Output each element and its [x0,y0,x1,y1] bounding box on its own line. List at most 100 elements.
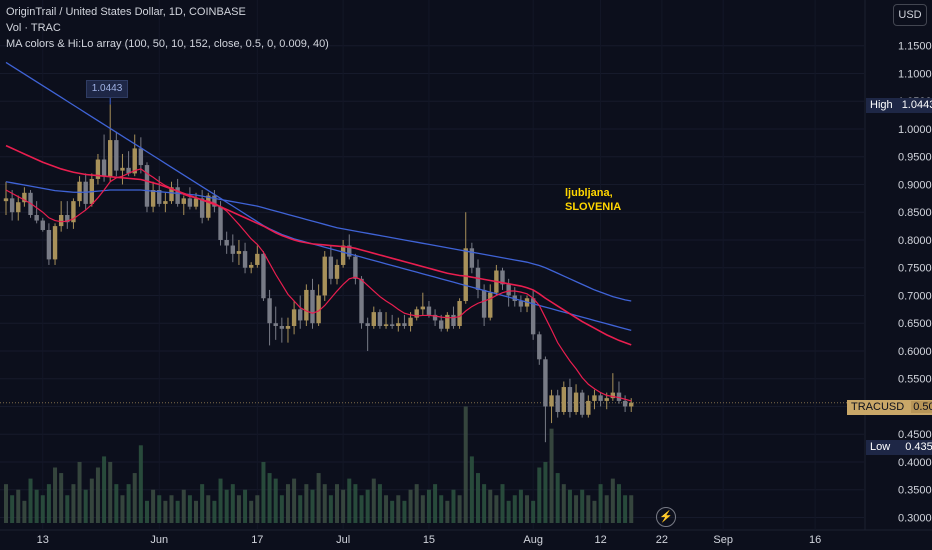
ma-long-line [5,181,632,302]
candle-body [261,253,266,299]
volume-bar [200,484,205,523]
candle-body [3,198,9,202]
candle-body [420,306,426,310]
volume-bar [482,484,487,523]
peak-price-label: 1.0443 [86,80,128,98]
candle-body [310,289,315,324]
indicator-legend[interactable]: MA colors & Hi:Lo array (100, 50, 10, 15… [6,38,329,50]
volume-bar [59,473,64,523]
candle-body [114,140,119,171]
currency-button[interactable]: USD [893,4,927,26]
x-tick-label: Jun [150,534,168,546]
volume-bar [285,484,290,523]
candle-body [236,251,242,254]
volume-bar [102,456,107,523]
x-tick-label: 17 [251,534,263,546]
volume-bar [53,467,58,523]
candle-body [224,239,229,246]
volume-bar [512,495,517,523]
candle-body [530,298,536,335]
candle-body [451,314,456,326]
lightning-icon[interactable]: ⚡ [656,507,676,527]
x-tick-label: 15 [423,534,435,546]
candle-body [77,181,82,202]
volume-bar [592,500,597,523]
volume-bar [457,495,462,523]
grid-lines [0,0,932,531]
volume-bar [353,484,358,523]
volume-bar [304,484,309,523]
y-tick-label: 0.4000 [898,457,932,469]
y-tick-label: 0.7500 [898,263,932,275]
volume-bar [126,484,131,523]
candle-body [334,264,340,279]
volume-bar [120,495,125,523]
volume-bar [377,484,382,523]
candle-body [58,215,64,227]
volume-bar [347,478,352,523]
volume-bar [414,484,419,523]
candle-body [500,270,505,285]
candle-body [150,190,156,207]
candlesticks [3,104,634,443]
candle-body [242,251,248,268]
candle-body [46,229,52,260]
candle-body [255,253,260,265]
candle-body [457,301,462,326]
candle-body [138,148,144,166]
candle-body [598,395,603,401]
volume-bar [580,489,585,523]
volume-bar [567,489,572,523]
high-badge-name: High [870,99,893,111]
y-tick-label: 0.6500 [898,318,932,330]
volume-bar [236,495,241,523]
volume-bar [475,473,480,523]
volume-bar [384,495,389,523]
candle-body [181,198,186,204]
volume-bar [371,478,376,523]
y-tick-label: 0.5500 [898,374,932,386]
volume-bar [525,495,530,523]
symbol-title[interactable]: OriginTrail / United States Dollar, 1D, … [6,6,246,18]
candle-body [52,226,58,260]
volume-bar [629,495,634,523]
volume-bar [187,495,192,523]
candle-body [616,392,622,401]
volume-bar [586,495,591,523]
volume-bars [4,406,634,523]
high-badge-value: 1.0443 [901,99,932,111]
candle-body [291,309,297,326]
volume-bar [598,484,603,523]
moving-averages [5,61,632,402]
volume-bar [16,489,21,523]
last-price-badge: TRACUSD 0.5068 [847,400,932,415]
volume-bar [396,495,401,523]
candle-body [383,324,389,326]
x-tick-label: Sep [713,534,733,546]
volume-bar [500,484,505,523]
candle-body [273,323,278,326]
y-tick-label: 0.3500 [898,485,932,497]
x-tick-label: 13 [37,534,49,546]
volume-bar [335,484,340,523]
time-axis[interactable]: 13 Jun 17 Jul 15 Aug 12 22 Sep 16 [37,534,822,546]
y-tick-label: 1.1000 [898,68,932,80]
candle-body [537,334,542,360]
candle-body [101,159,107,177]
ma50-line [5,144,632,346]
volume-bar [206,495,211,523]
candle-body [248,264,254,268]
candle-body [71,201,76,223]
candle-body [126,167,131,174]
volume-bar [89,478,94,523]
volume-legend[interactable]: Vol · TRAC [6,22,61,34]
candle-body [144,165,150,207]
volume-bar [408,489,413,523]
volume-bar [46,484,51,523]
candle-body [267,298,272,324]
candle-body [445,314,450,329]
candle-body [65,215,70,223]
volume-bar [341,489,346,523]
y-tick-label: 0.7000 [898,290,932,302]
